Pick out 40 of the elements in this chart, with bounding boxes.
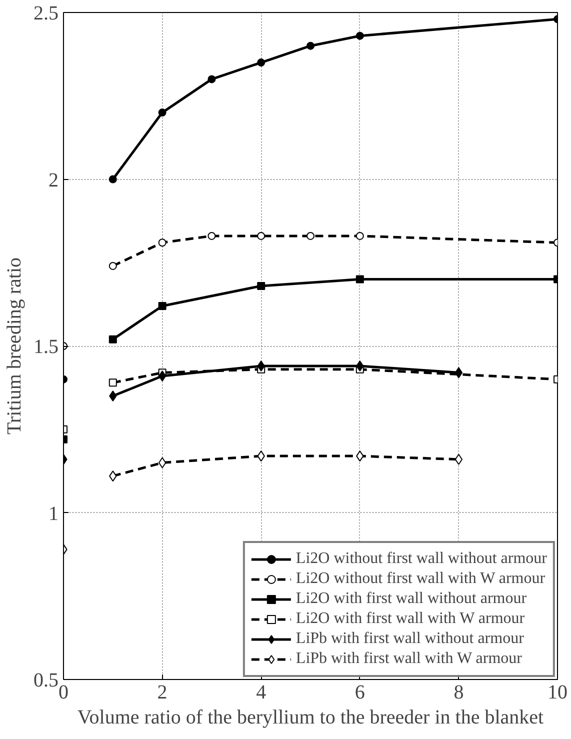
point	[257, 282, 266, 290]
point	[108, 175, 117, 184]
point	[257, 58, 266, 67]
legend-label: Li2O with first wall without armour	[296, 590, 527, 608]
point	[158, 238, 166, 247]
x-axis-title: Volume ratio of the beryllium to the breeder in the blanket	[77, 706, 544, 728]
point	[158, 108, 166, 117]
point	[356, 32, 364, 40]
x-tick-label: 8	[454, 682, 464, 704]
point	[158, 370, 166, 382]
y-tick-label: 2.5	[34, 2, 58, 24]
x-tick-label: 2	[157, 682, 168, 704]
point	[108, 262, 117, 270]
y-tick-label: 1	[48, 502, 58, 525]
legend-label: Li2O without first wall with W armour	[296, 570, 546, 588]
point	[356, 275, 364, 284]
y-axis-title: Tritium breeding ratio	[4, 257, 26, 435]
point	[158, 302, 166, 310]
point	[108, 378, 117, 387]
point	[208, 232, 216, 240]
point	[454, 367, 463, 378]
x-tick-label: 0	[58, 682, 68, 704]
point	[454, 454, 463, 465]
point	[108, 335, 117, 344]
point	[158, 457, 166, 468]
x-tick-label: 10	[548, 682, 568, 704]
point	[306, 232, 314, 240]
point	[306, 42, 314, 50]
point	[208, 75, 216, 84]
legend-label: Li2O without first wall without armour	[296, 550, 547, 568]
x-tick-label: 6	[354, 682, 365, 704]
point	[356, 232, 364, 240]
legend-label: LiPb with first wall without armour	[296, 630, 524, 648]
y-tick-label: 1.5	[34, 336, 58, 358]
y-tick-label: 2	[48, 169, 58, 192]
legend-label: LiPb with first wall with W armour	[296, 650, 522, 668]
point	[257, 232, 266, 240]
y-tick-label: 0.5	[34, 670, 58, 692]
legend-label: Li2O with first wall with W armour	[296, 610, 525, 628]
x-tick-label: 4	[256, 682, 266, 704]
